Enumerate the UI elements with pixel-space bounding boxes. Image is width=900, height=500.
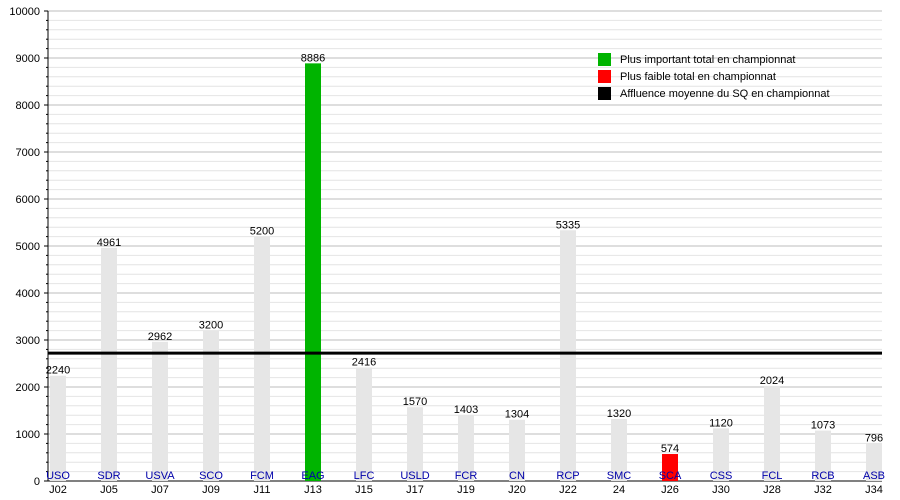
bar-sco xyxy=(203,330,219,481)
bar-lfc xyxy=(356,367,372,481)
bar-sdr xyxy=(101,247,117,481)
bars xyxy=(50,63,882,481)
team-label: RCP xyxy=(556,470,579,482)
legend-swatch-average xyxy=(598,87,611,100)
team-label: LFC xyxy=(354,470,375,482)
matchday-label: J15 xyxy=(355,484,373,496)
matchday-label: J22 xyxy=(559,484,577,496)
bar-value-label: 1403 xyxy=(454,404,478,416)
team-label: CSS xyxy=(710,470,733,482)
team-label: USO xyxy=(46,470,70,482)
legend-label-average: Affluence moyenne du SQ en championnat xyxy=(620,87,830,100)
legend: Plus important total en championnat Plus… xyxy=(598,51,830,102)
grid-lines xyxy=(48,10,882,482)
legend-label-max: Plus important total en championnat xyxy=(620,53,796,66)
y-tick-label: 8000 xyxy=(16,100,40,112)
matchday-label: J19 xyxy=(457,484,475,496)
matchday-label: J30 xyxy=(712,484,730,496)
matchday-label: J07 xyxy=(151,484,169,496)
y-tick-label: 6000 xyxy=(16,194,40,206)
team-label: SMC xyxy=(607,470,632,482)
bar-value-label: 1570 xyxy=(403,396,427,408)
team-label: USVA xyxy=(145,470,175,482)
legend-item-min: Plus faible total en championnat xyxy=(598,68,830,85)
bar-smc xyxy=(611,418,627,481)
bar-value-label: 2962 xyxy=(148,331,172,343)
matchday-label: J11 xyxy=(254,484,271,496)
team-label: RCB xyxy=(811,470,834,482)
bar-cn xyxy=(509,419,525,481)
y-tick-label: 7000 xyxy=(16,147,40,159)
matchday-label: 24 xyxy=(613,484,625,496)
bar-labels: 2240 USO J02 4961 SDR J05 2962 USVA J07 3200 SCO J0… xyxy=(46,52,885,496)
bar-fcr xyxy=(458,415,474,481)
matchday-label: J02 xyxy=(49,484,67,496)
y-tick-label: 10000 xyxy=(9,6,40,18)
legend-swatch-min xyxy=(598,70,611,83)
y-tick-label: 9000 xyxy=(16,53,40,65)
bar-rcb xyxy=(815,430,831,481)
team-label: ASB xyxy=(863,470,885,482)
bar-value-label: 1120 xyxy=(709,417,733,429)
bar-css xyxy=(713,428,729,481)
bar-value-label: 5335 xyxy=(556,219,580,231)
bar-value-label: 2416 xyxy=(352,356,376,368)
bar-usva xyxy=(152,341,168,481)
team-label: EAG xyxy=(301,470,324,482)
bar-value-label: 574 xyxy=(661,443,679,455)
bar-value-label: 8886 xyxy=(301,52,325,64)
bar-rcp xyxy=(560,230,576,481)
bar-value-label: 2240 xyxy=(46,365,70,377)
bar-uso xyxy=(50,375,66,481)
bar-value-label: 2024 xyxy=(760,375,784,387)
y-tick-label: 2000 xyxy=(16,382,40,394)
legend-item-average: Affluence moyenne du SQ en championnat xyxy=(598,85,830,102)
bar-value-label: 1073 xyxy=(811,420,835,432)
team-label: SDR xyxy=(97,470,120,482)
bar-sca xyxy=(662,454,678,481)
legend-swatch-max xyxy=(598,53,611,66)
bar-value-label: 1320 xyxy=(607,408,631,420)
bar-value-label: 4961 xyxy=(97,237,121,249)
bar-usld xyxy=(407,407,423,481)
legend-item-max: Plus important total en championnat xyxy=(598,51,830,68)
y-tick-label: 1000 xyxy=(16,429,40,441)
team-label: FCM xyxy=(250,470,274,482)
bar-value-label: 1304 xyxy=(505,409,529,421)
matchday-label: J09 xyxy=(202,484,220,496)
team-label: SCA xyxy=(659,470,682,482)
team-label: USLD xyxy=(400,470,429,482)
matchday-label: J34 xyxy=(865,484,883,496)
matchday-label: J26 xyxy=(661,484,679,496)
matchday-label: J32 xyxy=(814,484,832,496)
legend-label-min: Plus faible total en championnat xyxy=(620,70,776,83)
matchday-label: J17 xyxy=(406,484,424,496)
matchday-label: J05 xyxy=(100,484,118,496)
matchday-label: J28 xyxy=(763,484,781,496)
team-label: FCL xyxy=(762,470,783,482)
bar-value-label: 796 xyxy=(865,433,883,445)
matchday-label: J20 xyxy=(508,484,526,496)
y-tick-label: 0 xyxy=(34,476,40,488)
bar-asb xyxy=(866,443,882,481)
matchday-label: J13 xyxy=(304,484,322,496)
y-tick-label: 5000 xyxy=(16,241,40,253)
bar-value-label: 3200 xyxy=(199,320,223,332)
bar-eag xyxy=(305,63,321,481)
bar-value-label: 5200 xyxy=(250,226,274,238)
bar-fcl xyxy=(764,385,780,481)
y-tick-label: 4000 xyxy=(16,288,40,300)
bar-fcm xyxy=(254,236,270,481)
y-tick-label: 3000 xyxy=(16,335,40,347)
team-label: CN xyxy=(509,470,525,482)
team-label: FCR xyxy=(455,470,478,482)
team-label: SCO xyxy=(199,470,223,482)
